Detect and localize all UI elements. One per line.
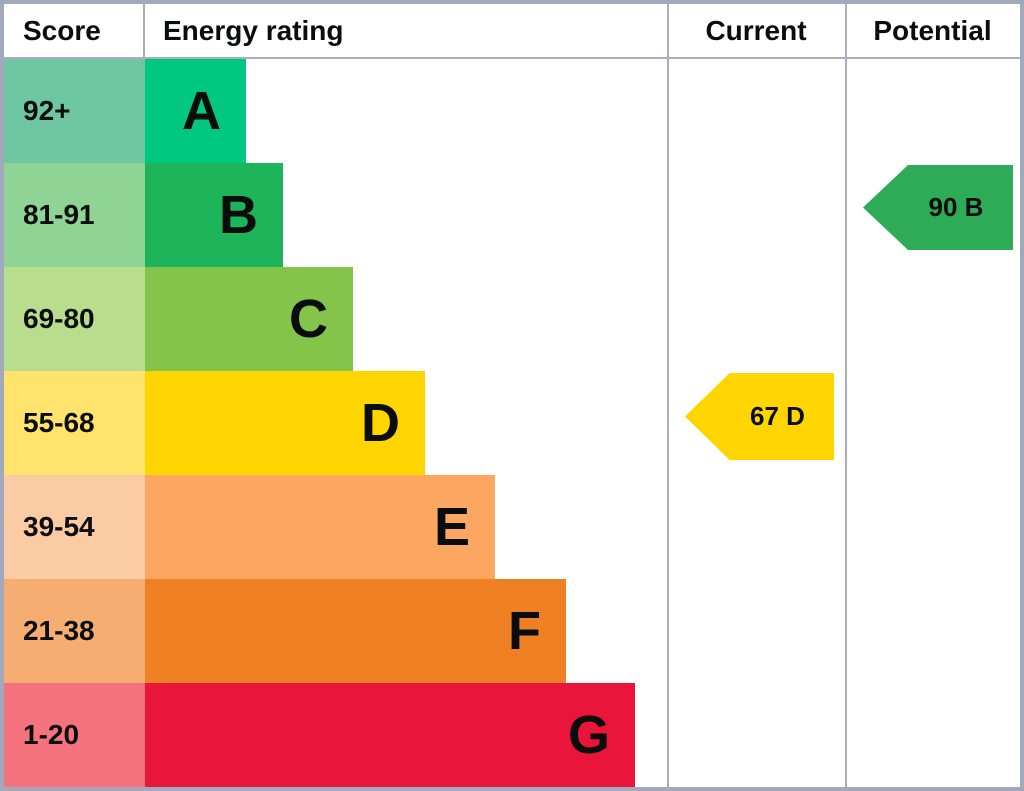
score-range-c: 69-80 <box>4 267 145 371</box>
band-row-b: 81-91 B <box>4 163 1020 267</box>
current-rating-label: 67 D <box>750 401 805 431</box>
band-row-c: 69-80 C <box>4 267 1020 371</box>
score-range-b: 81-91 <box>4 163 145 267</box>
score-range-e: 39-54 <box>4 475 145 579</box>
bands: 92+ A 81-91 B 69-80 C 55-68 D 39-54 E 21-38 F 1-20 G <box>4 59 1020 787</box>
band-bar-g: G <box>145 683 635 787</box>
score-range-a: 92+ <box>4 59 145 163</box>
band-bar-c: C <box>145 267 353 371</box>
band-bar-e: E <box>145 475 495 579</box>
band-row-e: 39-54 E <box>4 475 1020 579</box>
band-bar-d: D <box>145 371 425 475</box>
table-header: Score Energy rating Current Potential <box>4 4 1020 59</box>
score-range-d: 55-68 <box>4 371 145 475</box>
score-range-g: 1-20 <box>4 683 145 787</box>
energy-rating-column-header: Energy rating <box>163 14 344 46</box>
band-bar-f: F <box>145 579 566 683</box>
score-column-header: Score <box>4 4 145 57</box>
band-bar-a: A <box>145 59 246 163</box>
current-column-divider <box>667 4 669 787</box>
band-row-f: 21-38 F <box>4 579 1020 683</box>
band-row-d: 55-68 D <box>4 371 1020 475</box>
band-row-g: 1-20 G <box>4 683 1020 787</box>
band-bar-b: B <box>145 163 283 267</box>
band-row-a: 92+ A <box>4 59 1020 163</box>
score-range-f: 21-38 <box>4 579 145 683</box>
current-column-header: Current <box>705 14 807 46</box>
potential-column-divider <box>845 4 847 787</box>
potential-rating-label: 90 B <box>928 192 984 222</box>
potential-column-header: Potential <box>873 14 992 46</box>
